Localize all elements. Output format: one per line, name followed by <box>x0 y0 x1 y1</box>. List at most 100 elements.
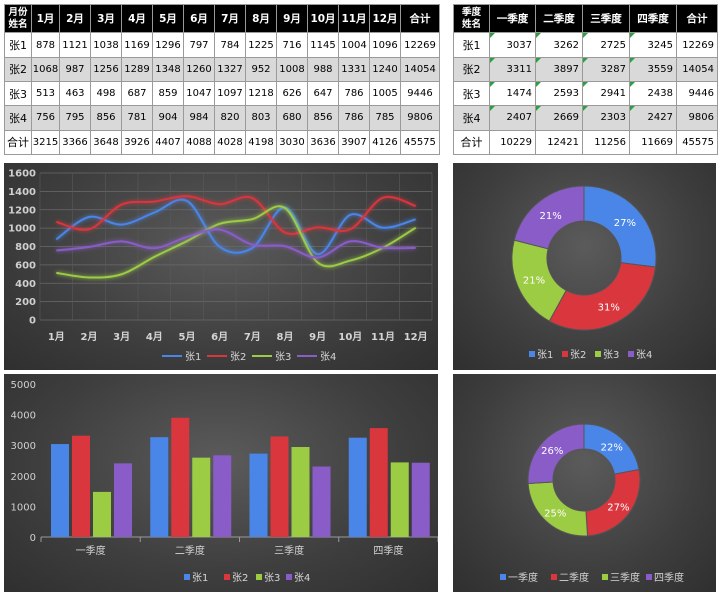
row-name: 张4 <box>4 105 32 131</box>
bar-张3 <box>192 457 211 537</box>
monthly-line-chart: 0 200 400 600 800 1000 1200 1400 1600 1月 2月 3月 4月 5月 6… <box>8 169 433 363</box>
table-cell: 513 <box>31 80 60 107</box>
legend-swatch <box>529 351 535 357</box>
table-cell: 1296 <box>152 32 184 58</box>
table-cell: 781 <box>121 105 153 131</box>
table-cell: 4126 <box>369 129 401 156</box>
legend-swatch <box>286 574 292 580</box>
legend-swatch <box>602 574 608 580</box>
row-name: 张2 <box>453 56 490 83</box>
series-line-张3 <box>56 205 417 279</box>
y-tick-label: 400 <box>15 279 36 290</box>
table-cell: 3262 <box>535 32 583 58</box>
table-cell: 680 <box>276 105 308 131</box>
table-row: 张1 878 1121 1038 1169 1296 797 784 1225 716 1145 10… <box>4 32 440 58</box>
legend-label: 张2 <box>570 349 586 361</box>
bar-张4 <box>114 463 132 537</box>
column-header: 10月 <box>307 3 339 34</box>
x-tick-label: 5月 <box>179 331 196 343</box>
legend-swatch <box>551 574 557 580</box>
table-cell: 3287 <box>582 56 630 83</box>
row-name: 张2 <box>4 56 32 83</box>
quarter-share-donut-chart: 22% 27% 25% 26% 一季度 二季度 三季度 四季度 <box>500 423 684 584</box>
bar-张4 <box>312 466 331 537</box>
row-name: 合计 <box>453 129 490 156</box>
table-cell: 14054 <box>676 56 718 83</box>
legend-swatch <box>224 574 230 580</box>
column-header: 1月 <box>31 3 60 34</box>
x-tick-label: 1月 <box>48 331 65 343</box>
bar-chart-panel: 0 1000 2000 3000 4000 5000 一季度 二季度 三季度 四季度 张1 张2 张3 张… <box>4 374 439 592</box>
line-chart-panel: 0 200 400 600 800 1000 1200 1400 1600 1月 2月 3月 4月 5月 6… <box>4 163 438 370</box>
table-cell: 45575 <box>400 129 440 156</box>
column-header: 12月 <box>369 3 401 34</box>
table-cell: 785 <box>369 105 401 131</box>
column-header: 7月 <box>214 3 246 34</box>
legend-swatch <box>500 574 506 580</box>
table-cell: 1004 <box>338 32 370 58</box>
table-cell: 3030 <box>276 129 308 156</box>
table-cell: 786 <box>338 105 370 131</box>
x-tick-label: 四季度 <box>373 544 403 557</box>
series-line-张1 <box>55 198 416 256</box>
row-name: 张1 <box>4 32 32 58</box>
row-name: 张3 <box>4 80 32 107</box>
x-tick-label: 12月 <box>404 331 428 343</box>
table-cell: 647 <box>307 80 339 107</box>
bar-张2 <box>171 417 190 537</box>
bar-张1 <box>51 444 69 537</box>
table-cell: 878 <box>31 32 60 58</box>
table-cell: 9446 <box>676 80 718 107</box>
row-name: 张4 <box>453 105 490 131</box>
x-tick-label: 7月 <box>244 331 261 343</box>
legend-label: 张4 <box>636 349 652 361</box>
table-cell: 803 <box>245 105 277 131</box>
y-tick-label: 0 <box>29 316 36 327</box>
table-cell: 1145 <box>307 32 339 58</box>
legend-label: 张3 <box>603 349 619 361</box>
table-cell: 1047 <box>183 80 215 107</box>
table-row: 张3 1474 2593 2941 2438 9446 <box>453 80 718 107</box>
table-cell: 10229 <box>489 129 536 156</box>
slice-value-label: 27% <box>607 503 629 514</box>
legend-label: 张4 <box>320 351 336 363</box>
legend-label: 张2 <box>232 572 248 584</box>
legend-label: 二季度 <box>559 571 589 584</box>
x-tick-label: 3月 <box>113 331 130 343</box>
table-cell: 3559 <box>629 56 677 83</box>
table-cell: 2427 <box>629 105 677 131</box>
bar-张1 <box>150 437 169 537</box>
table-cell: 45575 <box>676 129 718 156</box>
table-cell: 1005 <box>369 80 401 107</box>
table-cell: 1038 <box>90 32 122 58</box>
table-row: 张1 3037 3262 2725 3245 12269 <box>453 32 718 58</box>
table-cell: 1260 <box>183 56 215 83</box>
table-cell: 12421 <box>535 129 583 156</box>
table-cell: 3926 <box>121 129 153 156</box>
table-cell: 2303 <box>582 105 630 131</box>
table-cell: 3245 <box>629 32 677 58</box>
donut-slice-四季度 <box>527 423 585 485</box>
column-header: 6月 <box>183 3 215 34</box>
x-tick-label: 二季度 <box>175 544 205 557</box>
table-cell: 4088 <box>183 129 215 156</box>
table-cell: 1240 <box>369 56 401 83</box>
table-cell: 904 <box>152 105 184 131</box>
y-tick-label: 1000 <box>11 502 36 513</box>
person-share-donut-chart: 27% 31% 21% 21% 张1 张2 张3 张4 <box>511 185 657 361</box>
table-cell: 2669 <box>535 105 583 131</box>
header-corner-label: 姓名 <box>461 18 481 30</box>
x-tick-label: 11月 <box>371 331 395 343</box>
table-cell: 687 <box>121 80 153 107</box>
legend-label: 张1 <box>185 351 201 363</box>
x-tick-label: 9月 <box>309 331 326 343</box>
table-cell: 9446 <box>400 80 440 107</box>
table-cell: 859 <box>152 80 184 107</box>
donut-slice-张1 <box>583 185 657 268</box>
donut-chart-panel-2: 22% 27% 25% 26% 一季度 二季度 三季度 四季度 <box>453 374 716 592</box>
legend-swatch <box>646 574 652 580</box>
x-tick-label: 8月 <box>277 331 294 343</box>
column-header: 2月 <box>59 3 91 34</box>
table-cell: 784 <box>214 32 246 58</box>
column-header: 9月 <box>276 3 308 34</box>
